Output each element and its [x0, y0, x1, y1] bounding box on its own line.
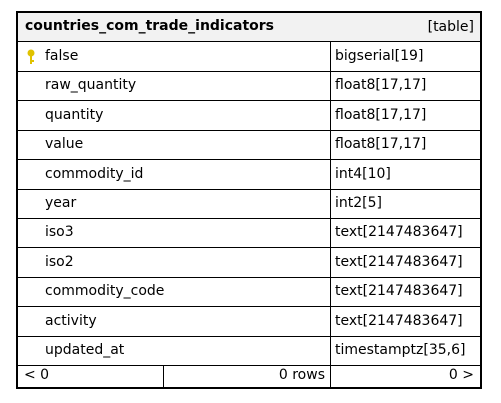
column-name: quantity [45, 106, 104, 123]
column-row: value float8[17,17] [18, 130, 480, 161]
column-type: text[2147483647] [335, 253, 463, 270]
column-name: iso3 [45, 224, 74, 241]
table-footer: < 0 0 rows 0 > [18, 365, 480, 387]
column-type: bigserial[19] [335, 48, 424, 64]
column-row: updated_at timestamptz[35,6] [18, 336, 480, 366]
table-kind-label: [table] [427, 19, 474, 35]
column-row: raw_quantity float8[17,17] [18, 71, 480, 102]
next-page-button[interactable]: 0 > [448, 367, 474, 383]
column-row: commodity_code text[2147483647] [18, 277, 480, 308]
column-name-cell: updated_at [18, 336, 331, 365]
row-count: 0 rows [164, 365, 331, 387]
column-name-cell: iso2 [18, 247, 331, 277]
column-type: int4[10] [335, 165, 391, 182]
column-name: commodity_id [45, 165, 144, 182]
column-type: text[2147483647] [335, 224, 463, 241]
column-name: year [45, 195, 77, 211]
prev-page-button[interactable]: < 0 [18, 365, 164, 387]
column-type: float8[17,17] [335, 106, 427, 123]
column-row: iso3 text[2147483647] [18, 218, 480, 249]
table-entity: countries_com_trade_indicators [table] f… [16, 11, 482, 389]
column-name: value [45, 136, 84, 153]
table-name: countries_com_trade_indicators [25, 18, 275, 34]
column-name: iso2 [45, 253, 74, 270]
column-row: iso2 text[2147483647] [18, 247, 480, 278]
primary-key-icon [27, 49, 35, 64]
column-row: year int2[5] [18, 189, 480, 219]
column-name-cell: quantity [18, 100, 331, 130]
column-name: false [45, 48, 79, 64]
column-name-cell: commodity_code [18, 277, 331, 307]
column-name: raw_quantity [45, 77, 137, 94]
column-name: commodity_code [45, 283, 165, 300]
table-header: countries_com_trade_indicators [table] [18, 13, 480, 42]
column-type: float8[17,17] [335, 77, 427, 94]
column-name-cell: year [18, 189, 331, 218]
column-name: updated_at [45, 342, 125, 358]
column-type: timestamptz[35,6] [335, 342, 466, 358]
column-name-cell: commodity_id [18, 159, 331, 189]
column-name: activity [45, 312, 97, 329]
column-type: float8[17,17] [335, 136, 427, 153]
column-name-cell: raw_quantity [18, 71, 331, 101]
column-name-cell: value [18, 130, 331, 160]
column-type: text[2147483647] [335, 283, 463, 300]
column-name-cell: false [18, 42, 331, 71]
column-name-cell: activity [18, 306, 331, 336]
column-row: quantity float8[17,17] [18, 100, 480, 131]
column-type: text[2147483647] [335, 312, 463, 329]
column-row: false bigserial[19] [18, 42, 480, 72]
column-name-cell: iso3 [18, 218, 331, 248]
column-row: activity text[2147483647] [18, 306, 480, 337]
column-row: commodity_id int4[10] [18, 159, 480, 190]
column-type: int2[5] [335, 195, 382, 211]
